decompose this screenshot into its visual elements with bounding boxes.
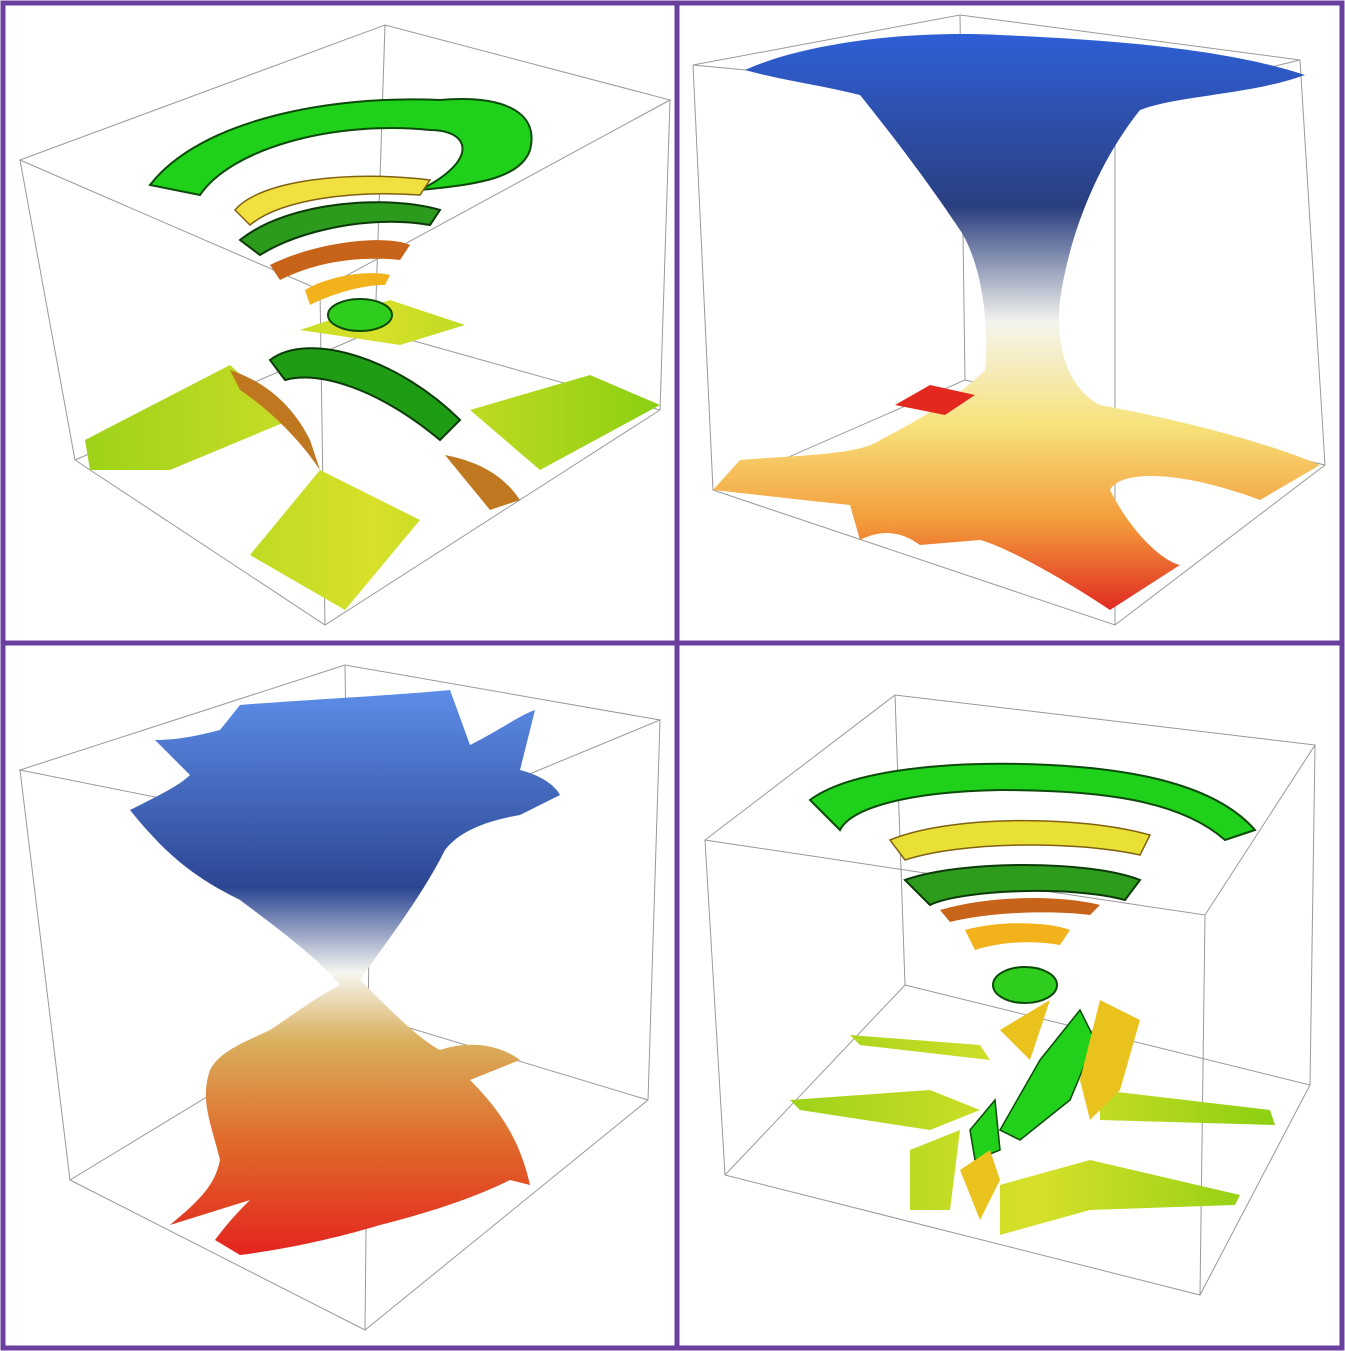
surface-band bbox=[940, 898, 1100, 922]
surface-band bbox=[305, 273, 390, 305]
surface-band bbox=[148, 98, 533, 197]
surface-band bbox=[238, 201, 442, 257]
surface-ring bbox=[327, 298, 393, 332]
surface-flap bbox=[895, 385, 975, 415]
surface-band bbox=[270, 240, 410, 280]
surface-band bbox=[233, 175, 432, 227]
surface-sheet bbox=[969, 1008, 1096, 1162]
surface-band bbox=[888, 819, 1152, 861]
surface-band bbox=[230, 370, 520, 510]
surface-band bbox=[268, 347, 462, 442]
panel-top-right bbox=[692, 14, 1326, 626]
bounding-box bbox=[692, 14, 1326, 626]
surface-band bbox=[808, 762, 1257, 842]
panel-top-left bbox=[18, 24, 672, 626]
surface-band bbox=[903, 864, 1142, 907]
base-surface bbox=[85, 300, 660, 610]
surface-ring bbox=[992, 966, 1058, 1004]
surface-hourglass bbox=[130, 690, 560, 1255]
panel-bottom-left bbox=[18, 664, 662, 1331]
panel-bottom-right bbox=[703, 694, 1316, 1296]
panel-frame bbox=[674, 640, 1345, 1351]
surface-band bbox=[965, 923, 1070, 950]
surface-sheet bbox=[960, 1000, 1140, 1220]
bounding-box bbox=[18, 24, 672, 626]
surface-funnel bbox=[713, 34, 1320, 610]
base-surface bbox=[790, 1035, 1275, 1235]
